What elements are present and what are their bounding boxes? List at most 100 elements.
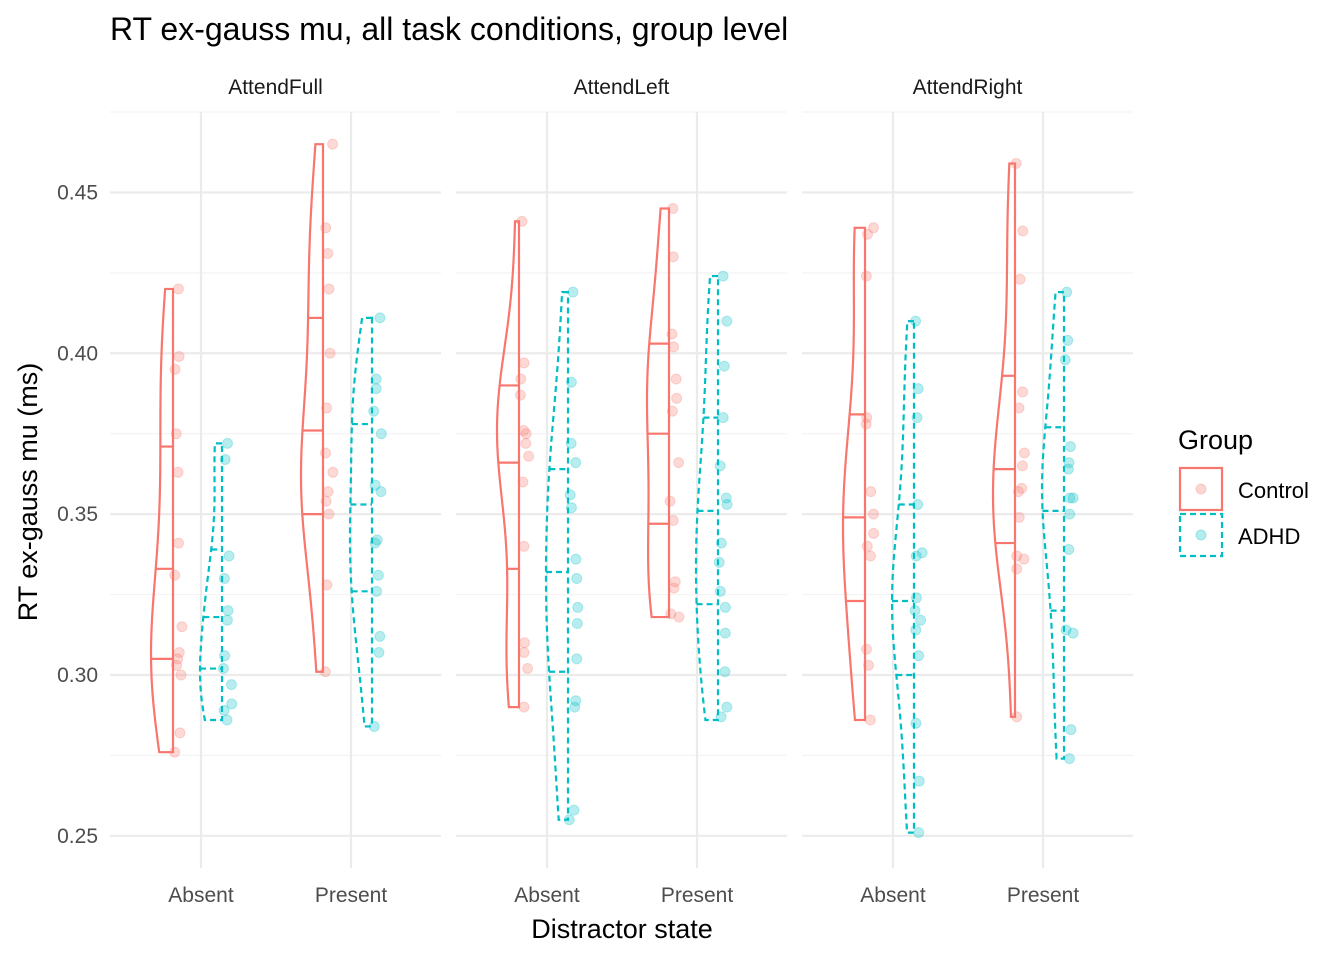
data-point-adhd [912,383,924,395]
data-point-adhd [374,312,386,324]
data-point-control [863,659,875,671]
data-point-adhd [565,376,577,388]
data-point-control [1012,486,1024,498]
data-point-control [865,486,877,498]
data-point-adhd [913,650,925,662]
data-point-adhd [221,614,233,626]
data-point-adhd [567,286,579,298]
legend: Group Control ADHD [1178,425,1309,558]
y-axis-label: RT ex-gauss mu (ms) [13,363,43,622]
data-point-control [320,447,332,459]
data-point-adhd [571,653,583,665]
data-point-adhd [913,827,925,839]
data-point-adhd [909,605,921,617]
panel-attendright: AttendRight Absent Present [802,76,1133,907]
data-point-control [320,495,332,507]
facet-label: AttendRight [913,76,1023,99]
y-tick-label: 0.25 [57,825,98,848]
data-point-adhd [913,775,925,787]
chart-title: RT ex-gauss mu, all task conditions, gro… [110,11,788,47]
data-point-adhd [565,502,577,514]
data-point-adhd [1059,354,1071,366]
data-point-adhd [911,412,923,424]
data-point-adhd [713,556,725,568]
data-point-control [673,611,685,623]
data-point-adhd [218,572,230,584]
data-point-adhd [219,453,231,465]
data-point-control [518,540,530,552]
data-point-control [320,222,332,234]
data-point-control [322,486,334,498]
data-point-adhd [915,614,927,626]
panel-attendfull: AttendFull Absent Present [110,76,441,907]
data-point-adhd [910,592,922,604]
data-point-control [321,579,333,591]
data-point-adhd [1064,441,1076,453]
data-point-adhd [369,479,381,491]
data-point-control [522,663,534,675]
data-point-adhd [375,428,387,440]
data-point-adhd [369,537,381,549]
violin-adhd-present [348,316,374,728]
data-point-adhd [916,547,928,559]
data-point-adhd [1064,492,1076,504]
data-point-adhd [226,698,238,710]
data-point-adhd [714,585,726,597]
data-point-control [666,328,678,340]
data-point-control [860,418,872,430]
violin-control-absent [495,220,521,709]
data-point-control [1010,157,1022,169]
data-point-adhd [225,679,237,691]
data-point-adhd [714,460,726,472]
data-point-control [1016,460,1028,472]
facet-label: AttendFull [228,76,323,99]
violin-adhd-present [1040,291,1066,760]
data-point-control [172,466,184,478]
data-point-adhd [368,405,380,417]
data-point-control [1017,386,1029,398]
legend-key-point-adhd [1195,529,1207,541]
data-point-adhd [375,486,387,498]
data-point-control [1013,511,1025,523]
data-point-control [667,515,679,527]
data-point-control [518,646,530,658]
data-point-adhd [1060,624,1072,636]
panel-attendleft: AttendLeft Absent Present [456,76,787,907]
data-point-adhd [1063,457,1075,469]
data-point-control [327,466,339,478]
data-point-control [327,138,339,150]
legend-label-adhd: ADHD [1238,524,1300,549]
data-point-control [520,428,532,440]
data-point-control [514,389,526,401]
data-point-adhd [374,630,386,642]
data-point-adhd [370,373,382,385]
data-point-control [170,428,182,440]
data-point-control [1013,402,1025,414]
data-point-control [518,701,530,713]
data-point-adhd [368,720,380,732]
data-point-adhd [715,711,727,723]
data-point-control [324,347,336,359]
data-point-control [172,283,184,295]
data-point-adhd [571,618,583,630]
data-point-adhd [221,437,233,449]
legend-item-adhd: ADHD [1178,512,1300,558]
data-point-control [671,392,683,404]
data-point-adhd [572,601,584,613]
data-point-control [518,637,530,649]
violin-control-absent [149,287,175,754]
legend-key-adhd [1178,512,1224,558]
data-point-adhd [563,814,575,826]
data-point-control [518,424,530,436]
data-point-control [1011,711,1023,723]
data-point-control [864,714,876,726]
panels: 0.25 0.30 0.35 0.40 0.45 AttendFull Absent Pres… [57,76,1133,907]
data-point-adhd [571,572,583,584]
data-point-control [322,248,334,260]
data-point-adhd [1063,544,1075,556]
legend-label-control: Control [1238,478,1309,503]
data-point-adhd [570,695,582,707]
data-point-adhd [219,650,231,662]
data-point-control [523,450,535,462]
data-point-control [171,659,183,671]
